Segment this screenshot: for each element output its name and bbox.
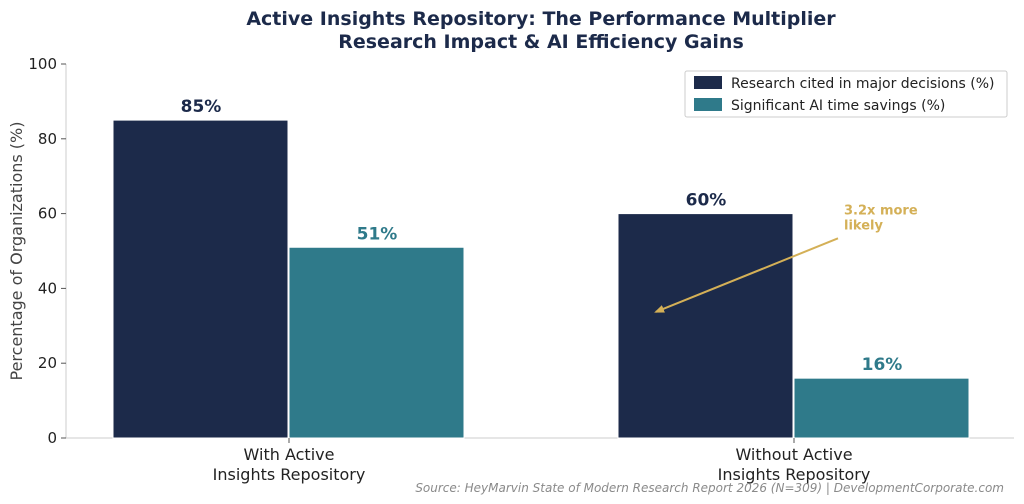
x-category-label: Insights Repository (213, 465, 366, 484)
bar (112, 119, 289, 439)
legend-swatch-ai (694, 98, 722, 111)
y-tick-label: 80 (38, 130, 57, 148)
annotation-arrow (654, 237, 839, 313)
bar (288, 246, 465, 439)
bar-value-label: 60% (686, 191, 727, 211)
bars (112, 119, 970, 439)
legend-item-research: Research cited in major decisions (%) (731, 76, 994, 92)
legend-frame (684, 70, 1008, 118)
y-tick-label: 20 (38, 354, 57, 372)
y-tick-label: 100 (28, 55, 57, 73)
y-tick-label: 40 (38, 279, 57, 297)
annotation-line-1: 3.2x more (844, 203, 918, 218)
bar-value-label: 16% (862, 355, 903, 375)
x-category-label: With Active (244, 445, 335, 464)
bar (617, 213, 794, 439)
x-category-label: Without Active (735, 445, 852, 464)
y-tick-label: 60 (38, 205, 57, 223)
chart-subtitle: Research Impact & AI Efficiency Gains (338, 31, 744, 53)
data-labels: 85% 60% 51% 16% (181, 97, 903, 375)
chart-title: Active Insights Repository: The Performa… (246, 8, 836, 30)
y-tick-label: 0 (47, 429, 57, 447)
bar-value-label: 51% (357, 224, 398, 244)
legend: Research cited in major decisions (%) Si… (684, 70, 1008, 118)
annotation-line-2: likely (844, 218, 883, 233)
legend-item-ai: Significant AI time savings (%) (731, 98, 945, 114)
legend-swatch-research (694, 76, 722, 89)
source-note: Source: HeyMarvin State of Modern Resear… (415, 481, 1004, 495)
bar-value-label: 85% (181, 97, 222, 117)
bar (793, 377, 970, 439)
x-category-label: Insights Repository (718, 465, 871, 484)
annotation: 3.2x more likely (654, 203, 918, 313)
y-axis-label: Percentage of Organizations (%) (7, 122, 26, 381)
